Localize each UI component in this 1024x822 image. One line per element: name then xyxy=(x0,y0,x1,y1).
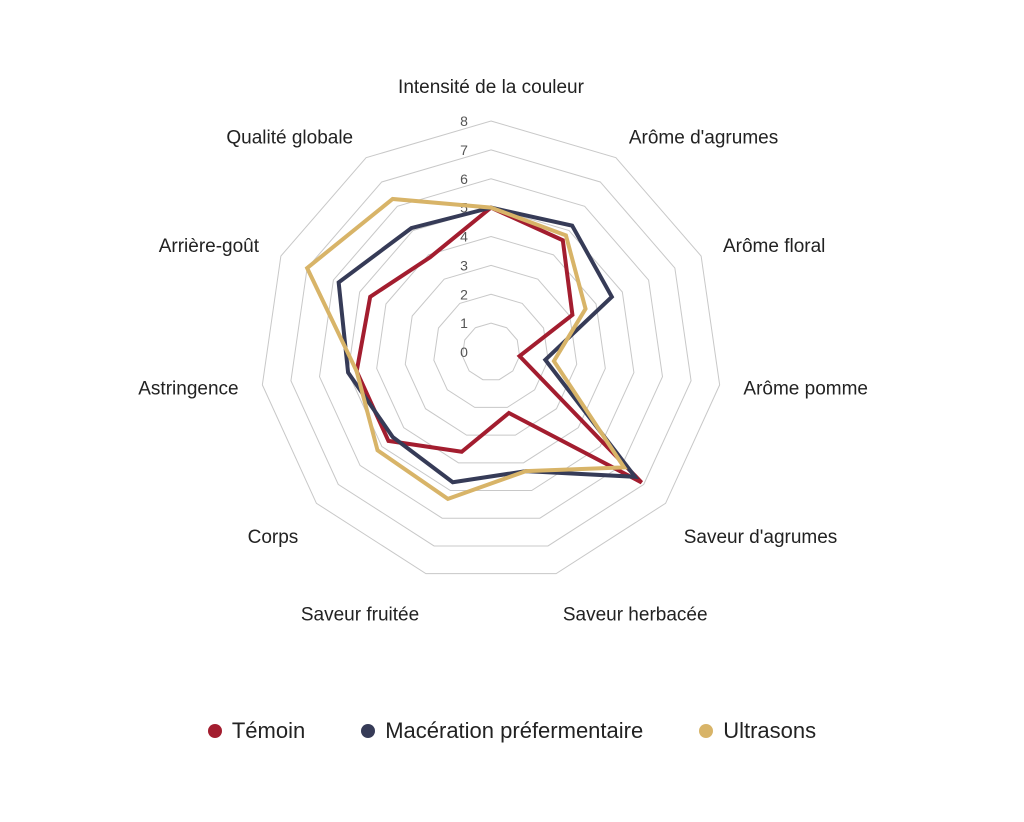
grid-ring-5 xyxy=(347,207,635,492)
axis-label-arome-floral: Arôme floral xyxy=(723,236,825,257)
tick-label-4: 4 xyxy=(460,229,468,245)
series-line-temoin xyxy=(354,205,644,485)
legend-item-maceration[interactable]: Macération préfermentaire xyxy=(361,718,643,744)
axis-label-saveur-d-agrumes: Saveur d'agrumes xyxy=(684,527,838,548)
grid-ring-8 xyxy=(261,120,721,575)
legend-item-temoin[interactable]: Témoin xyxy=(207,718,306,744)
grid-ring-2 xyxy=(433,293,549,408)
grid-ring-1 xyxy=(461,322,521,381)
radar-tick-labels: 0 1 2 3 4 5 6 7 8 xyxy=(460,113,468,360)
axis-label-astringence: Astringence xyxy=(138,378,238,399)
legend-label-temoin: Témoin xyxy=(231,718,306,743)
legend-item-ultrasons[interactable]: Ultrasons xyxy=(699,718,816,744)
tick-label-1: 1 xyxy=(460,315,468,331)
chart-legend: Témoin Macération préfermentaire Ultraso… xyxy=(0,718,1024,744)
radar-series xyxy=(304,196,644,502)
tick-label-5: 5 xyxy=(460,200,468,216)
radar-axis-labels: Intensité de la couleur Arôme d'agrumes Ar… xyxy=(138,77,868,626)
legend-marker-ultrasons xyxy=(699,724,714,738)
radar-grid xyxy=(261,120,721,575)
tick-label-7: 7 xyxy=(460,142,468,158)
grid-ring-7 xyxy=(290,149,692,547)
axis-label-arriere-gout: Arrière-goût xyxy=(159,236,260,257)
legend-marker-temoin xyxy=(207,724,222,738)
tick-label-8: 8 xyxy=(460,113,468,129)
tick-label-3: 3 xyxy=(460,257,468,273)
legend-marker-maceration xyxy=(361,724,376,738)
axis-label-saveur-herbacee: Saveur herbacée xyxy=(563,605,708,626)
axis-label-corps: Corps xyxy=(248,527,299,548)
series-line-ultrasons xyxy=(304,196,628,502)
grid-ring-4 xyxy=(376,235,606,464)
axis-label-intensite-de-la-couleur: Intensité de la couleur xyxy=(398,77,585,98)
grid-ring-3 xyxy=(404,264,578,436)
radar-chart: 0 1 2 3 4 5 6 7 8 Intensité de la couleur Arôme d… xyxy=(138,77,868,626)
series-line-maceration-prefermentaire xyxy=(336,205,640,485)
legend-label-ultrasons: Ultrasons xyxy=(723,718,817,743)
tick-label-0: 0 xyxy=(460,344,468,360)
axis-label-saveur-fruitee: Saveur fruitée xyxy=(301,605,419,626)
axis-label-arome-d-agrumes: Arôme d'agrumes xyxy=(629,127,778,148)
grid-ring-6 xyxy=(318,178,664,519)
axis-label-qualite-globale: Qualité globale xyxy=(226,127,353,148)
tick-label-6: 6 xyxy=(460,171,468,187)
tick-label-2: 2 xyxy=(460,286,468,302)
legend-label-maceration: Macération préfermentaire xyxy=(385,718,644,743)
axis-label-arome-pomme: Arôme pomme xyxy=(743,378,868,399)
